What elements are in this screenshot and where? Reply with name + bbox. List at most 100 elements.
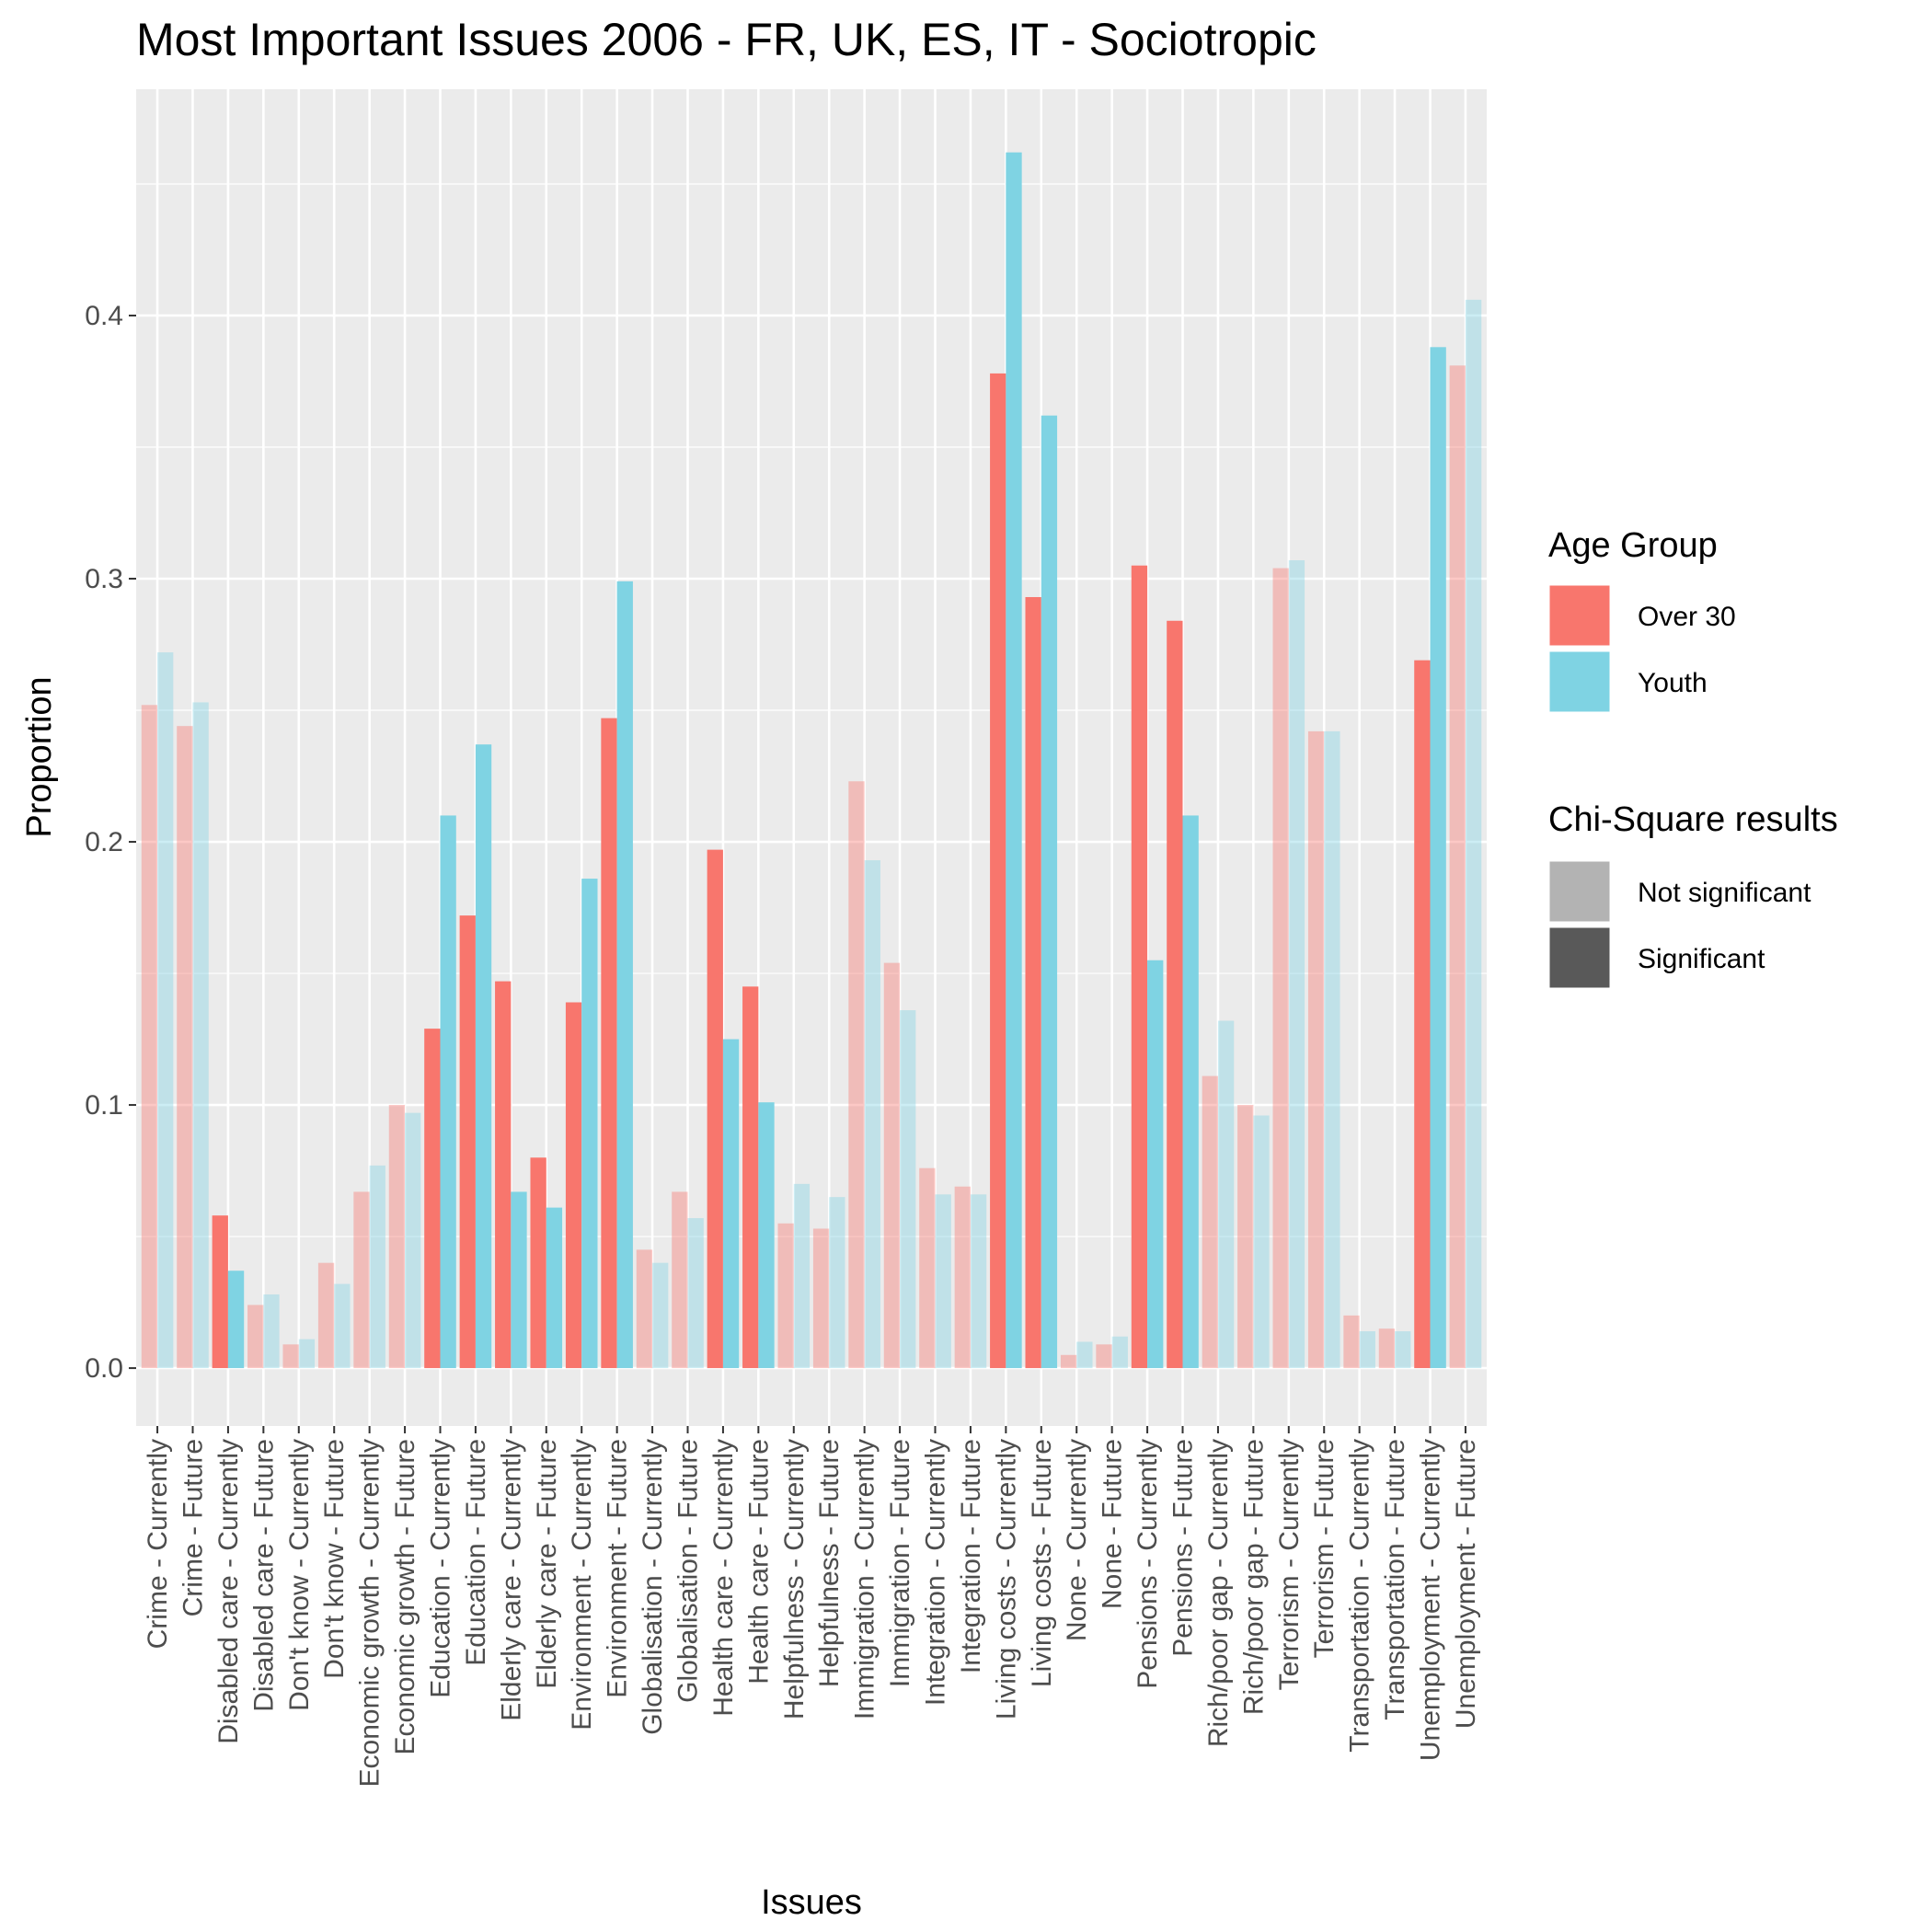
bar-over30-14 bbox=[636, 1249, 653, 1369]
bar-youth-12 bbox=[581, 879, 598, 1369]
x-tick-label: Disabled care - Currently bbox=[213, 1439, 244, 1744]
bar-youth-9 bbox=[475, 744, 492, 1369]
bar-youth-35 bbox=[1395, 1331, 1411, 1369]
bar-over30-13 bbox=[601, 718, 617, 1369]
bar-youth-34 bbox=[1359, 1331, 1375, 1369]
x-tick-label: Education - Currently bbox=[425, 1439, 455, 1698]
legend-age-title: Age Group bbox=[1548, 526, 1718, 565]
bar-over30-35 bbox=[1378, 1328, 1396, 1369]
x-tick-label: Terrorism - Currently bbox=[1274, 1439, 1305, 1690]
legend-swatch-not-significant bbox=[1547, 858, 1613, 925]
bar-youth-24 bbox=[1006, 152, 1022, 1369]
bar-over30-22 bbox=[919, 1167, 936, 1369]
legend-swatch-youth bbox=[1547, 649, 1613, 715]
bar-youth-4 bbox=[298, 1339, 316, 1369]
x-tick-label: None - Future bbox=[1098, 1439, 1128, 1609]
bar-youth-33 bbox=[1324, 730, 1340, 1369]
bar-youth-30 bbox=[1217, 1020, 1235, 1369]
bar-over30-11 bbox=[530, 1157, 546, 1369]
bar-over30-19 bbox=[812, 1228, 830, 1369]
y-axis-title: Proportion bbox=[20, 676, 59, 837]
x-tick-label: Rich/poor gap - Future bbox=[1238, 1439, 1269, 1715]
grid-minor bbox=[136, 183, 1487, 1237]
bar-youth-32 bbox=[1288, 559, 1305, 1369]
x-axis: Crime - Currently Crime - Future Disabled … bbox=[143, 1426, 1481, 1787]
legend-label-not-significant: Not significant bbox=[1638, 878, 1811, 908]
bar-youth-26 bbox=[1076, 1341, 1093, 1369]
x-tick-label: Crime - Currently bbox=[143, 1439, 173, 1649]
bar-over30-29 bbox=[1167, 620, 1183, 1369]
x-tick-label: Pensions - Future bbox=[1168, 1439, 1199, 1657]
legend-label-over30: Over 30 bbox=[1638, 602, 1736, 632]
bar-youth-14 bbox=[652, 1262, 669, 1369]
y-tick-label: 0.3 bbox=[85, 564, 123, 594]
bar-over30-8 bbox=[424, 1029, 441, 1369]
bar-over30-30 bbox=[1202, 1075, 1218, 1369]
bar-youth-28 bbox=[1147, 960, 1164, 1369]
bar-over30-7 bbox=[388, 1105, 406, 1369]
y-axis: 0.0 0.1 0.2 0.3 0.4 bbox=[85, 301, 136, 1384]
x-tick-label: Elderly care - Future bbox=[532, 1439, 562, 1689]
x-tick-label: Integration - Currently bbox=[921, 1439, 951, 1706]
bar-over30-26 bbox=[1060, 1354, 1077, 1369]
bar-over30-0 bbox=[141, 705, 158, 1369]
bar-over30-4 bbox=[282, 1344, 299, 1369]
x-tick-label: Elderly care - Currently bbox=[496, 1439, 526, 1721]
x-tick-label: Health care - Future bbox=[743, 1439, 774, 1685]
bar-youth-1 bbox=[192, 702, 209, 1369]
x-tick-label: Environment - Currently bbox=[567, 1439, 597, 1731]
bar-over30-33 bbox=[1307, 730, 1325, 1369]
bar-youth-8 bbox=[440, 815, 456, 1369]
bar-youth-31 bbox=[1253, 1115, 1270, 1369]
bar-over30-18 bbox=[777, 1223, 794, 1369]
y-tick-label: 0.2 bbox=[85, 827, 123, 857]
bar-over30-17 bbox=[742, 986, 759, 1369]
bar-youth-11 bbox=[546, 1207, 563, 1369]
plot-panel bbox=[136, 89, 1487, 1426]
bar-over30-23 bbox=[954, 1186, 971, 1369]
bar-over30-20 bbox=[848, 781, 865, 1369]
x-tick-label: Immigration - Currently bbox=[850, 1439, 880, 1719]
x-tick-label: Health care - Currently bbox=[708, 1439, 739, 1717]
bar-youth-3 bbox=[263, 1294, 280, 1369]
bar-youth-13 bbox=[616, 581, 633, 1369]
bar-youth-37 bbox=[1465, 299, 1482, 1369]
bar-youth-18 bbox=[793, 1183, 811, 1369]
bar-over30-9 bbox=[459, 915, 476, 1369]
y-tick-label: 0.4 bbox=[85, 301, 123, 331]
x-tick-label: Transportation - Currently bbox=[1345, 1439, 1375, 1753]
x-tick-label: None - Currently bbox=[1062, 1439, 1092, 1641]
legend-chi-title: Chi-Square results bbox=[1548, 800, 1838, 839]
x-tick-label: Living costs - Currently bbox=[991, 1439, 1021, 1719]
x-tick-label: Immigration - Future bbox=[885, 1439, 915, 1687]
x-tick-label: Don't know - Currently bbox=[284, 1439, 315, 1711]
x-tick-label: Terrorism - Future bbox=[1309, 1439, 1340, 1658]
bar-youth-17 bbox=[758, 1102, 775, 1369]
bar-youth-15 bbox=[687, 1218, 704, 1369]
x-tick-label: Helpfulness - Future bbox=[814, 1439, 845, 1687]
bar-youth-21 bbox=[900, 1010, 916, 1369]
x-tick-label: Education - Future bbox=[461, 1439, 491, 1666]
bar-over30-34 bbox=[1343, 1315, 1360, 1369]
x-tick-label: Globalisation - Future bbox=[673, 1439, 703, 1703]
x-tick-label: Economic growth - Currently bbox=[355, 1439, 385, 1787]
bar-youth-27 bbox=[1111, 1336, 1128, 1369]
bar-youth-16 bbox=[722, 1039, 740, 1369]
y-tick-label: 0.1 bbox=[85, 1090, 123, 1121]
x-tick-label: Crime - Future bbox=[178, 1439, 208, 1616]
legend-label-youth: Youth bbox=[1638, 668, 1708, 698]
x-tick-label: Pensions - Currently bbox=[1133, 1439, 1163, 1689]
bar-youth-25 bbox=[1041, 415, 1058, 1369]
bar-over30-1 bbox=[177, 726, 193, 1369]
bar-youth-10 bbox=[511, 1191, 527, 1369]
bar-youth-36 bbox=[1430, 347, 1446, 1369]
bar-over30-6 bbox=[353, 1191, 370, 1369]
bar-over30-5 bbox=[317, 1262, 335, 1369]
x-tick-label: Globalisation - Currently bbox=[638, 1439, 668, 1735]
bar-youth-20 bbox=[864, 860, 880, 1369]
x-tick-label: Helpfulness - Currently bbox=[779, 1439, 810, 1719]
bar-youth-5 bbox=[334, 1283, 351, 1369]
x-tick-label: Rich/poor gap - Currently bbox=[1203, 1439, 1234, 1747]
x-tick-label: Environment - Future bbox=[603, 1439, 633, 1698]
